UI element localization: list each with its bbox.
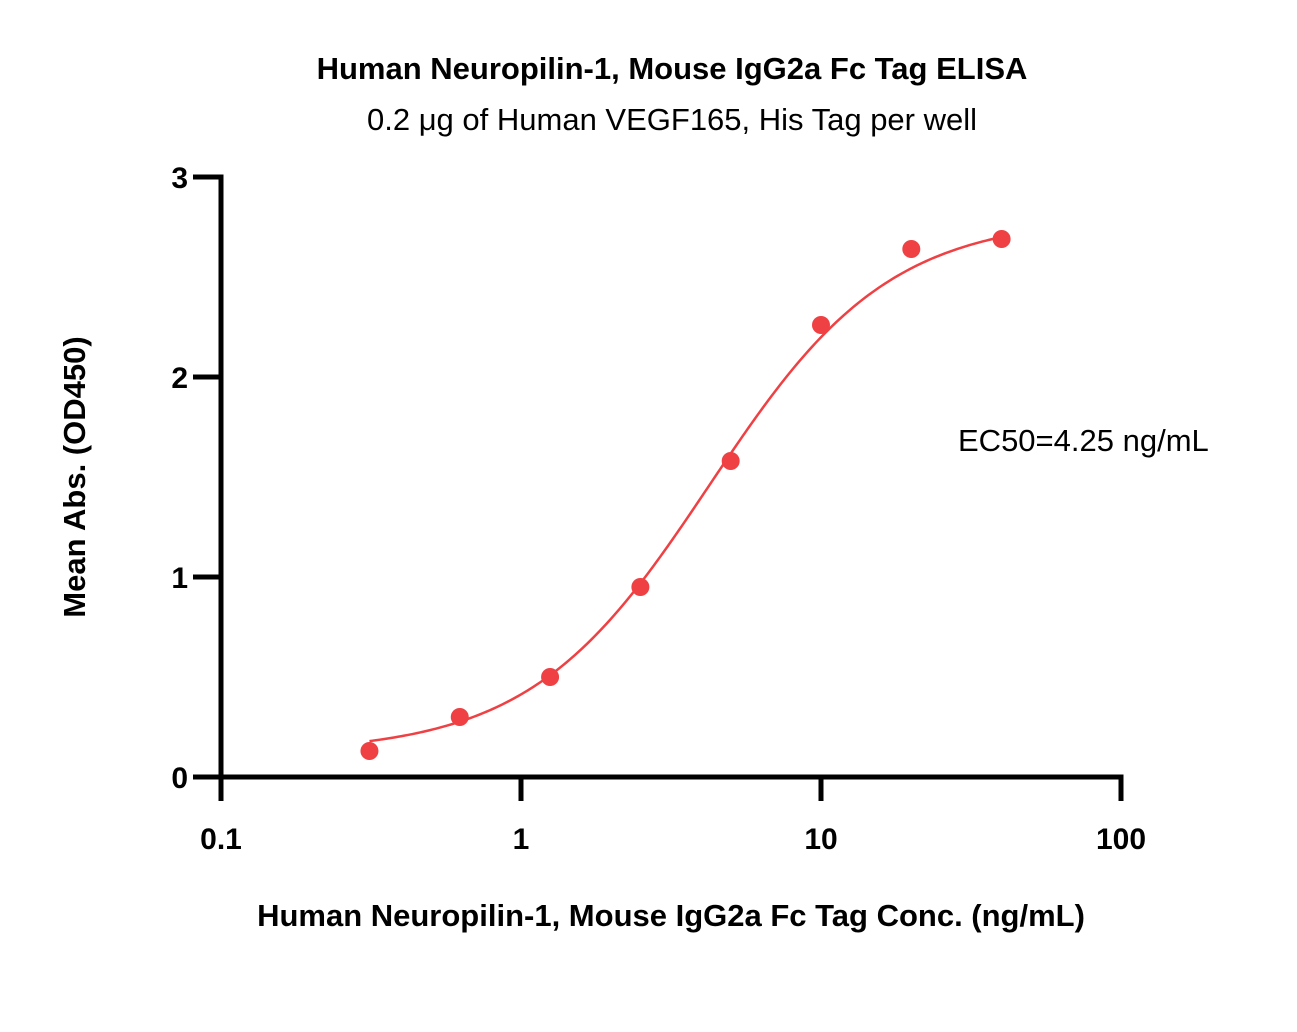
- x-tick-label: 10: [804, 823, 837, 856]
- data-point: [631, 578, 650, 596]
- y-tick-label: 1: [171, 562, 188, 595]
- y-tick-label: 2: [171, 362, 188, 395]
- x-axis-title: Human Neuropilin-1, Mouse IgG2a Fc Tag C…: [257, 898, 1085, 933]
- ec50-annotation: EC50=4.25 ng/mL: [958, 423, 1209, 458]
- x-tick-label: 1: [513, 823, 530, 856]
- plot-area: [360, 230, 1011, 760]
- data-point: [450, 708, 469, 726]
- data-point: [812, 316, 830, 334]
- data-point: [721, 452, 740, 470]
- data-point: [902, 240, 921, 258]
- y-tick-label: 3: [171, 162, 188, 195]
- chart-subtitle: 0.2 μg of Human VEGF165, His Tag per wel…: [367, 102, 977, 137]
- data-points: [360, 230, 1011, 760]
- axes: 0.1 1 10 100 0 1 2 3: [171, 162, 1146, 856]
- x-tick-label: 0.1: [200, 823, 242, 856]
- fit-curve: [369, 235, 1002, 743]
- x-tick-label: 100: [1096, 823, 1146, 856]
- data-point: [541, 668, 560, 686]
- data-point: [360, 742, 379, 760]
- y-tick-label: 0: [171, 762, 188, 795]
- y-ticks: 0 1 2 3: [171, 162, 221, 795]
- y-axis-title: Mean Abs. (OD450): [57, 336, 92, 617]
- chart-title: Human Neuropilin-1, Mouse IgG2a Fc Tag E…: [317, 51, 1028, 86]
- data-point: [992, 230, 1011, 248]
- x-ticks: 0.1 1 10 100: [200, 777, 1146, 856]
